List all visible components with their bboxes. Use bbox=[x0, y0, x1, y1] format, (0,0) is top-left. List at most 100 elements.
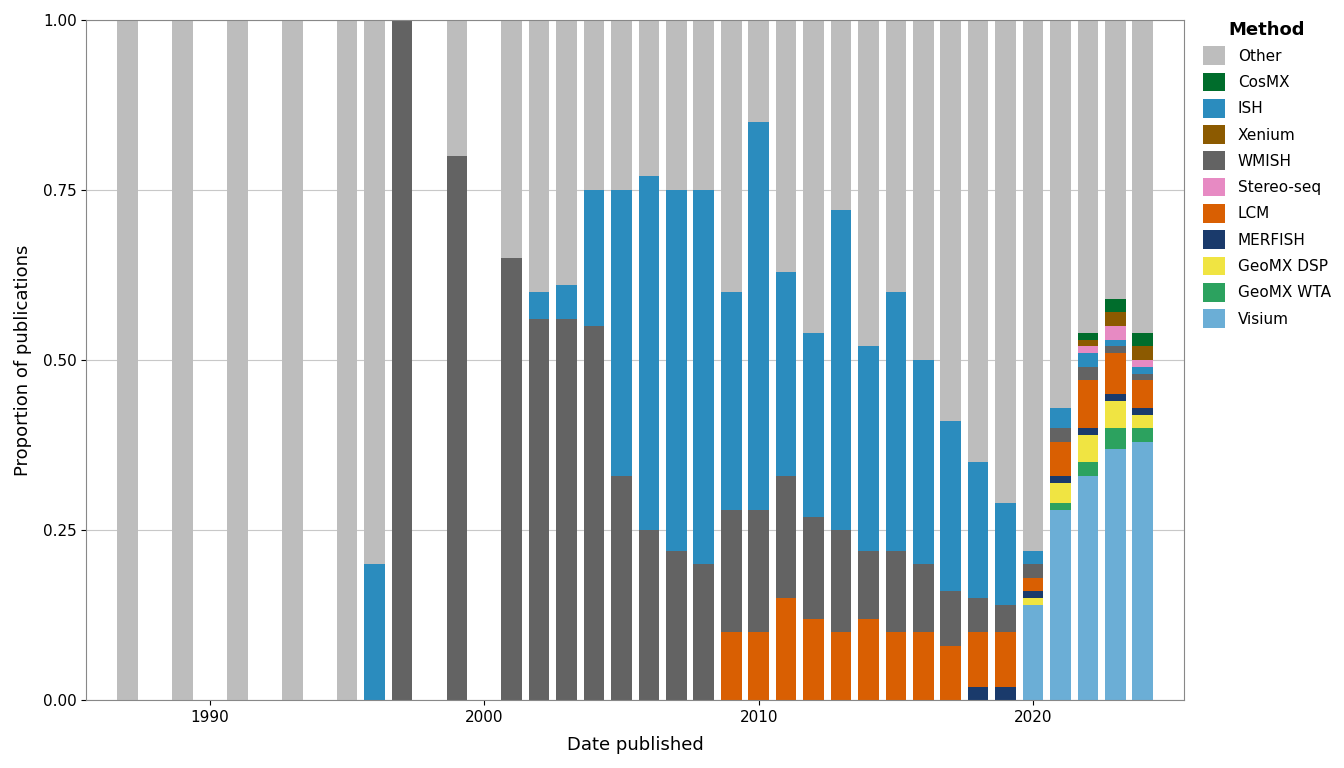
Bar bbox=[1078, 333, 1098, 339]
Legend: Other, CosMX, ISH, Xenium, WMISH, Stereo-seq, LCM, MERFISH, GeoMX DSP, GeoMX WTA: Other, CosMX, ISH, Xenium, WMISH, Stereo… bbox=[1203, 21, 1331, 328]
Bar bbox=[1078, 346, 1098, 353]
Bar bbox=[996, 687, 1016, 700]
Bar bbox=[556, 285, 577, 319]
Bar bbox=[941, 20, 961, 422]
Bar bbox=[227, 20, 247, 700]
Bar bbox=[638, 20, 659, 177]
X-axis label: Date published: Date published bbox=[567, 736, 703, 754]
Bar bbox=[831, 632, 851, 700]
Bar bbox=[530, 20, 550, 292]
Bar bbox=[775, 598, 797, 700]
Bar bbox=[1050, 482, 1071, 503]
Bar bbox=[1133, 380, 1153, 408]
Bar bbox=[857, 619, 879, 700]
Bar bbox=[1133, 415, 1153, 428]
Y-axis label: Proportion of publications: Proportion of publications bbox=[13, 244, 32, 475]
Bar bbox=[968, 20, 988, 462]
Bar bbox=[501, 20, 521, 258]
Bar bbox=[1050, 442, 1071, 475]
Bar bbox=[913, 360, 934, 564]
Bar bbox=[749, 20, 769, 122]
Bar bbox=[1023, 20, 1043, 551]
Bar bbox=[556, 20, 577, 285]
Bar bbox=[996, 503, 1016, 605]
Bar bbox=[667, 551, 687, 700]
Bar bbox=[694, 20, 714, 190]
Bar bbox=[1105, 394, 1126, 401]
Bar bbox=[775, 20, 797, 272]
Bar bbox=[775, 272, 797, 475]
Bar bbox=[1078, 475, 1098, 700]
Bar bbox=[530, 292, 550, 319]
Bar bbox=[1133, 20, 1153, 333]
Bar bbox=[364, 564, 384, 700]
Bar bbox=[1023, 598, 1043, 605]
Bar bbox=[172, 20, 192, 700]
Bar bbox=[694, 190, 714, 564]
Bar bbox=[1023, 564, 1043, 578]
Bar bbox=[913, 564, 934, 632]
Bar bbox=[1050, 20, 1071, 408]
Bar bbox=[1105, 449, 1126, 700]
Bar bbox=[612, 20, 632, 190]
Bar bbox=[501, 258, 521, 700]
Bar bbox=[968, 462, 988, 598]
Bar bbox=[968, 598, 988, 632]
Bar bbox=[1078, 435, 1098, 462]
Bar bbox=[720, 510, 742, 632]
Bar bbox=[749, 632, 769, 700]
Bar bbox=[857, 346, 879, 551]
Bar bbox=[1105, 339, 1126, 346]
Bar bbox=[996, 632, 1016, 687]
Bar bbox=[667, 20, 687, 190]
Bar bbox=[941, 646, 961, 700]
Bar bbox=[968, 632, 988, 687]
Bar bbox=[1078, 380, 1098, 428]
Bar bbox=[1023, 551, 1043, 564]
Bar bbox=[446, 156, 468, 700]
Bar bbox=[391, 20, 413, 700]
Bar bbox=[556, 319, 577, 700]
Bar bbox=[530, 319, 550, 700]
Bar bbox=[941, 422, 961, 591]
Bar bbox=[1050, 475, 1071, 482]
Bar bbox=[1023, 578, 1043, 591]
Bar bbox=[694, 564, 714, 700]
Bar bbox=[667, 190, 687, 551]
Bar bbox=[749, 510, 769, 632]
Bar bbox=[720, 632, 742, 700]
Bar bbox=[583, 326, 605, 700]
Bar bbox=[638, 177, 659, 530]
Bar bbox=[831, 210, 851, 530]
Bar bbox=[886, 551, 906, 632]
Bar bbox=[583, 190, 605, 326]
Bar bbox=[886, 292, 906, 551]
Bar bbox=[1050, 510, 1071, 700]
Bar bbox=[1133, 367, 1153, 374]
Bar bbox=[612, 475, 632, 700]
Bar bbox=[913, 632, 934, 700]
Bar bbox=[886, 632, 906, 700]
Bar bbox=[1105, 313, 1126, 326]
Bar bbox=[117, 20, 138, 700]
Bar bbox=[1078, 428, 1098, 435]
Bar bbox=[1133, 346, 1153, 360]
Bar bbox=[583, 20, 605, 190]
Bar bbox=[1078, 339, 1098, 346]
Bar bbox=[1050, 503, 1071, 510]
Bar bbox=[1133, 442, 1153, 700]
Bar bbox=[1023, 605, 1043, 700]
Bar bbox=[1023, 591, 1043, 598]
Bar bbox=[1133, 428, 1153, 442]
Bar bbox=[775, 475, 797, 598]
Bar bbox=[1105, 299, 1126, 313]
Bar bbox=[1050, 408, 1071, 428]
Bar bbox=[720, 20, 742, 292]
Bar bbox=[1133, 374, 1153, 380]
Bar bbox=[968, 687, 988, 700]
Bar bbox=[638, 530, 659, 700]
Bar bbox=[337, 20, 358, 700]
Bar bbox=[1105, 20, 1126, 299]
Bar bbox=[996, 20, 1016, 503]
Bar bbox=[1078, 367, 1098, 380]
